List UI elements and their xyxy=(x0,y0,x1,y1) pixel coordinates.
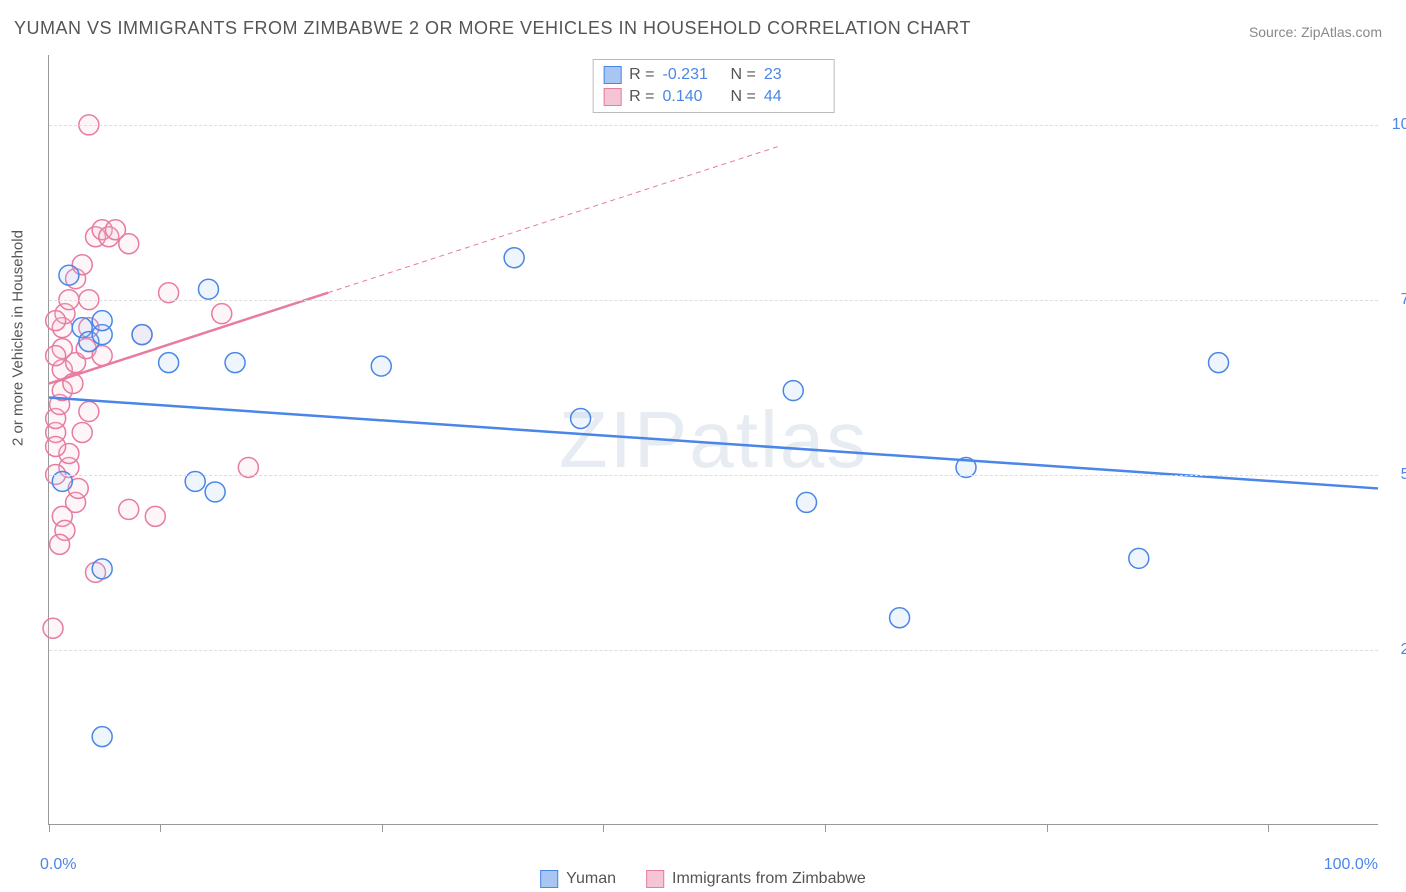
gridline xyxy=(49,300,1378,301)
stat-r-label: R = xyxy=(629,66,654,84)
scatter-point xyxy=(159,353,179,373)
scatter-point xyxy=(212,304,232,324)
trend-line xyxy=(328,146,780,293)
scatter-point xyxy=(571,409,591,429)
y-tick-label: 100.0% xyxy=(1392,116,1406,134)
legend-label: Immigrants from Zimbabwe xyxy=(672,870,866,888)
scatter-point xyxy=(797,492,817,512)
scatter-point xyxy=(59,265,79,285)
stat-n-label: N = xyxy=(731,88,756,106)
stat-n-value: 44 xyxy=(764,88,824,106)
y-tick-label: 50.0% xyxy=(1401,466,1406,484)
stat-n-label: N = xyxy=(731,66,756,84)
scatter-point xyxy=(132,325,152,345)
legend-swatch xyxy=(603,66,621,84)
stat-n-value: 23 xyxy=(764,66,824,84)
scatter-point xyxy=(72,423,92,443)
scatter-point xyxy=(205,482,225,502)
x-tick xyxy=(160,824,161,832)
legend-item: Yuman xyxy=(540,870,616,888)
x-axis-min-label: 0.0% xyxy=(40,856,76,874)
stat-r-label: R = xyxy=(629,88,654,106)
scatter-point xyxy=(890,608,910,628)
scatter-point xyxy=(145,506,165,526)
stat-r-value: -0.231 xyxy=(663,66,723,84)
scatter-point xyxy=(92,727,112,747)
x-tick xyxy=(49,824,50,832)
source-label: Source: ZipAtlas.com xyxy=(1249,24,1382,40)
legend-label: Yuman xyxy=(566,870,616,888)
chart-title: YUMAN VS IMMIGRANTS FROM ZIMBABWE 2 OR M… xyxy=(14,18,971,39)
y-tick-label: 75.0% xyxy=(1401,291,1406,309)
scatter-point xyxy=(43,618,63,638)
gridline xyxy=(49,650,1378,651)
scatter-point xyxy=(46,437,66,457)
y-axis-title: 2 or more Vehicles in Household xyxy=(10,230,27,446)
scatter-point xyxy=(504,248,524,268)
scatter-point xyxy=(371,356,391,376)
legend-swatch xyxy=(646,870,664,888)
gridline xyxy=(49,475,1378,476)
scatter-point xyxy=(92,311,112,331)
stats-box: R = -0.231 N = 23 R = 0.140 N = 44 xyxy=(592,59,835,113)
legend: Yuman Immigrants from Zimbabwe xyxy=(540,870,866,888)
scatter-point xyxy=(92,559,112,579)
stats-row: R = -0.231 N = 23 xyxy=(603,64,824,86)
scatter-point xyxy=(225,353,245,373)
stat-r-value: 0.140 xyxy=(663,88,723,106)
chart-plot-area: ZIPatlas R =-0.231N =23R =0.140N =44 25.… xyxy=(48,55,1378,825)
legend-item: Immigrants from Zimbabwe xyxy=(646,870,866,888)
gridline xyxy=(49,125,1378,126)
x-axis-max-label: 100.0% xyxy=(1324,856,1378,874)
scatter-point xyxy=(198,279,218,299)
scatter-point xyxy=(119,499,139,519)
stats-row: R = 0.140 N = 44 xyxy=(603,86,824,108)
legend-swatch xyxy=(540,870,558,888)
scatter-point xyxy=(50,534,70,554)
scatter-point xyxy=(79,402,99,422)
x-tick xyxy=(382,824,383,832)
scatter-point xyxy=(46,346,66,366)
x-tick xyxy=(1047,824,1048,832)
x-tick xyxy=(825,824,826,832)
y-tick-label: 25.0% xyxy=(1401,641,1406,659)
scatter-point xyxy=(783,381,803,401)
scatter-point xyxy=(1129,548,1149,568)
legend-swatch xyxy=(603,88,621,106)
x-tick xyxy=(1268,824,1269,832)
scatter-point xyxy=(119,234,139,254)
scatter-svg xyxy=(49,55,1378,824)
x-tick xyxy=(603,824,604,832)
scatter-point xyxy=(1209,353,1229,373)
scatter-point xyxy=(46,311,66,331)
